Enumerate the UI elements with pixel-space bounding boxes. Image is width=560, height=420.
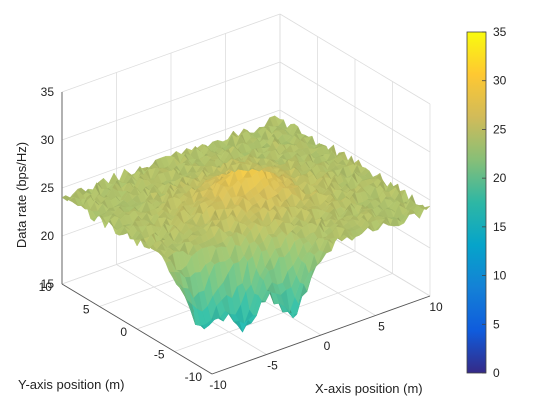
z-axis-label: Data rate (bps/Hz) bbox=[14, 142, 29, 248]
colorbar-tick-label: 0 bbox=[493, 366, 500, 380]
colorbar-ticks: 0 5 10 15 20 25 30 35 bbox=[482, 25, 507, 380]
z-tick-label: 25 bbox=[41, 181, 55, 195]
colorbar-tick-label: 25 bbox=[493, 122, 507, 136]
x-tick-label: -10 bbox=[209, 378, 227, 392]
x-axis-label: X-axis position (m) bbox=[315, 381, 423, 396]
x-axis-line bbox=[211, 295, 431, 375]
y-tick-label: 10 bbox=[39, 280, 53, 294]
colorbar-tick-label: 15 bbox=[493, 220, 507, 234]
colorbar-tick-label: 30 bbox=[493, 74, 507, 88]
y-axis-line bbox=[61, 283, 213, 375]
colorbar bbox=[466, 31, 487, 374]
x-tick-label: 10 bbox=[429, 300, 443, 314]
grid-line bbox=[279, 61, 431, 153]
grid-line bbox=[61, 61, 281, 141]
colorbar-tick-label: 10 bbox=[493, 269, 507, 283]
x-tick-label: 0 bbox=[324, 339, 331, 353]
z-tick-label: 35 bbox=[41, 85, 55, 99]
y-tick-label: 0 bbox=[120, 325, 127, 339]
surface-mesh bbox=[61, 115, 431, 333]
y-tick-label: -5 bbox=[154, 348, 165, 362]
surface-patch bbox=[61, 195, 72, 202]
y-tick-label: -10 bbox=[185, 370, 203, 384]
colorbar-tick-label: 5 bbox=[493, 317, 500, 331]
z-tick-label: 30 bbox=[41, 133, 55, 147]
grid-line bbox=[61, 109, 281, 189]
x-tick-label: 5 bbox=[378, 320, 385, 334]
x-tick-label: -5 bbox=[267, 359, 278, 373]
grid-line bbox=[61, 13, 281, 93]
z-tick-label: 15 bbox=[41, 277, 55, 291]
y-tick-label: 5 bbox=[83, 303, 90, 317]
colorbar-tick-label: 20 bbox=[493, 171, 507, 185]
y-axis-label: Y-axis position (m) bbox=[18, 377, 124, 392]
grid-line bbox=[279, 109, 431, 201]
grid-line bbox=[279, 13, 431, 105]
z-tick-label: 20 bbox=[41, 229, 55, 243]
colorbar-tick-label: 35 bbox=[493, 25, 507, 39]
grid-line bbox=[174, 273, 393, 352]
